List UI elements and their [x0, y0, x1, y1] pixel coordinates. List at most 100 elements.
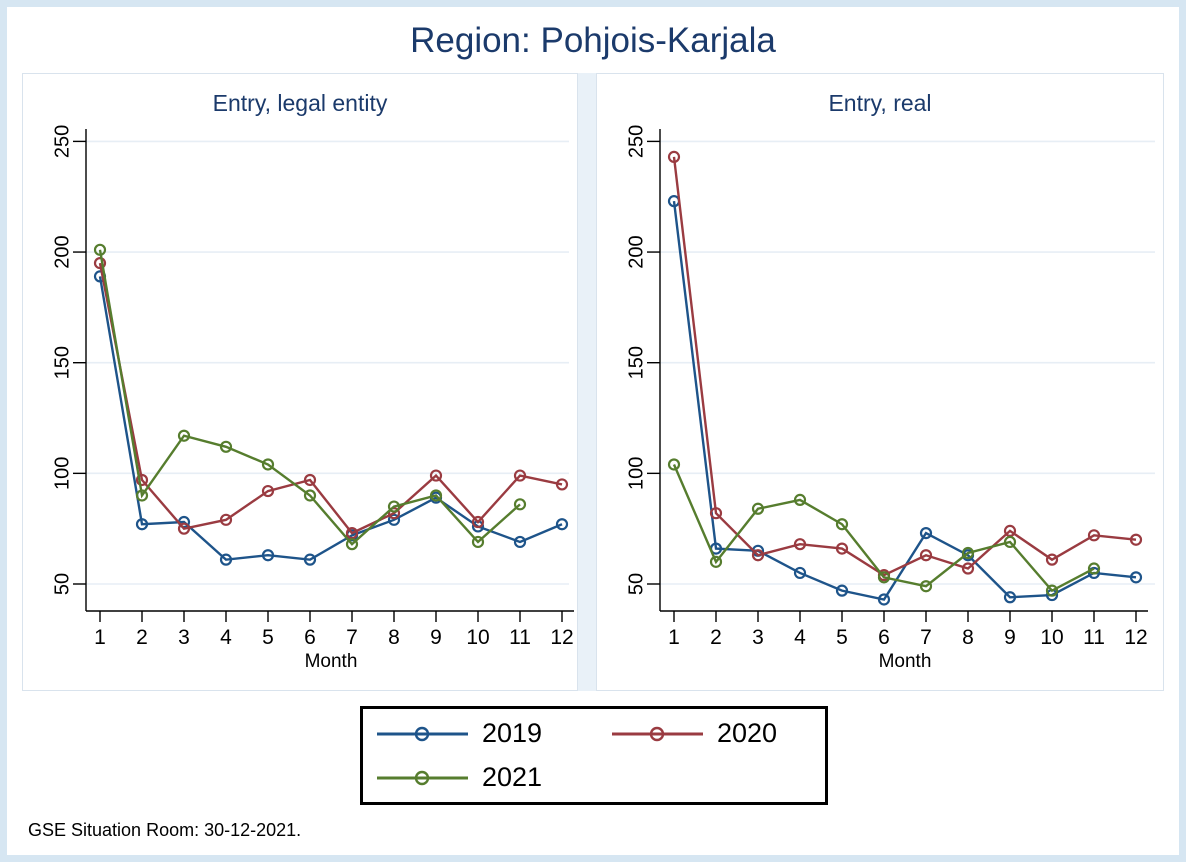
legend-key-2019: [377, 726, 468, 741]
data-point-2021: [751, 502, 765, 515]
subplot-title-left: Entry, legal entity: [212, 90, 388, 116]
y-tick-label: 50: [51, 573, 73, 595]
data-point-2021: [835, 518, 849, 531]
x-tick-label: 8: [388, 626, 400, 649]
data-point-2019: [261, 549, 275, 562]
x-tick-label: 9: [1004, 626, 1016, 649]
data-point-2020: [751, 549, 765, 562]
x-tick-label: 2: [136, 626, 148, 649]
y-tick-label: 250: [625, 125, 647, 158]
data-point-2019: [793, 566, 807, 580]
data-point-2020: [835, 542, 849, 555]
x-tick-label: 3: [178, 626, 190, 649]
y-tick-label: 150: [51, 346, 73, 379]
data-point-2021: [177, 429, 191, 442]
x-axis-label: Month: [879, 651, 932, 672]
data-point-2021: [513, 498, 527, 511]
data-point-2021: [793, 493, 807, 507]
x-tick-label: 7: [920, 626, 932, 649]
data-point-2021: [919, 580, 933, 593]
panel-entry-real: 50 100 150 200 250 1 2 3 4 5 6 7 8 9 10 11 12 Month Entry…: [596, 73, 1164, 691]
data-point-2019: [835, 584, 849, 597]
legend-label-2019: 2019: [482, 718, 543, 748]
data-point-2020: [261, 484, 275, 498]
data-point-2021: [1045, 584, 1059, 597]
data-point-2020: [1087, 529, 1101, 542]
data-point-2019: [919, 527, 933, 540]
x-tick-label: 11: [509, 626, 531, 649]
legend-entry-2019: 2019: [375, 712, 610, 756]
data-point-2021: [667, 458, 681, 471]
legend: 2019 2020 2021: [360, 706, 828, 805]
legend-marker: [649, 726, 665, 741]
legend-entry-2021: 2021: [375, 756, 610, 800]
legend-marker: [414, 726, 430, 741]
legend-entry-2020: 2020: [610, 712, 830, 756]
data-point-2020: [135, 473, 149, 487]
data-point-2021: [261, 458, 275, 471]
x-tick-label: 4: [220, 626, 232, 649]
series-line-2020: [672, 156, 1137, 577]
subplot-title-right: Entry, real: [828, 90, 932, 116]
x-tick-label: 9: [430, 626, 442, 649]
legend-marker: [414, 770, 430, 785]
x-tick-label: 5: [836, 626, 848, 649]
data-point-2019: [1129, 571, 1143, 584]
legend-label-2021: 2021: [482, 762, 543, 792]
data-point-2020: [429, 469, 443, 482]
data-point-2021: [1003, 535, 1017, 549]
x-tick-label: 12: [1124, 626, 1147, 649]
legend-key-2021: [377, 770, 468, 785]
data-point-2020: [667, 150, 681, 163]
data-point-2020: [471, 515, 485, 529]
data-point-2019: [135, 518, 149, 531]
data-point-2020: [919, 549, 933, 562]
x-tick-label: 10: [1040, 626, 1063, 649]
data-point-2021: [1087, 562, 1101, 575]
x-tick-label: 1: [94, 626, 106, 649]
x-axis-label: Month: [305, 651, 358, 672]
series-line-2021: [98, 249, 521, 546]
data-point-2020: [177, 522, 191, 535]
source-note: GSE Situation Room: 30-12-2021.: [28, 820, 302, 840]
data-point-2019: [513, 535, 527, 549]
data-point-2020: [793, 538, 807, 551]
data-point-2021: [387, 500, 401, 513]
x-tick-label: 6: [304, 626, 316, 649]
x-tick-label: 3: [752, 626, 764, 649]
data-point-2021: [961, 546, 975, 560]
x-tick-label: 4: [794, 626, 806, 649]
series-line-2020: [98, 262, 563, 535]
figure-title: Region: Pohjois-Karjala: [410, 21, 776, 60]
panel-divider: [578, 73, 596, 691]
x-tick-label: 12: [550, 626, 573, 649]
data-point-2019: [1087, 566, 1101, 580]
x-tick-label: 2: [710, 626, 722, 649]
x-tick-label: 1: [668, 626, 680, 649]
data-point-2020: [1129, 533, 1143, 546]
x-tick-label: 8: [962, 626, 974, 649]
y-tick-label: 100: [625, 457, 647, 490]
y-tick-label: 200: [625, 235, 647, 268]
data-point-2019: [303, 553, 317, 566]
series-line-2021: [672, 464, 1095, 593]
data-point-2020: [555, 478, 569, 491]
x-tick-label: 10: [466, 626, 489, 649]
data-point-2020: [961, 562, 975, 575]
data-point-2021: [429, 489, 443, 502]
data-point-2021: [345, 538, 359, 551]
data-point-2020: [93, 257, 107, 270]
legend-key-2020: [612, 726, 703, 741]
data-point-2020: [219, 513, 233, 526]
legend-grid: 2019 2020 2021: [363, 712, 825, 800]
data-point-2020: [513, 469, 527, 482]
data-point-2020: [303, 473, 317, 487]
y-tick-label: 100: [51, 457, 73, 490]
data-point-2020: [709, 507, 723, 520]
data-point-2019: [1003, 591, 1017, 604]
data-point-2019: [555, 518, 569, 531]
panel-entry-legal-entity: 50 100 150 200 250 1 2 3 4 5 6 7 8 9 10 11 12 Month Entry…: [22, 73, 578, 691]
